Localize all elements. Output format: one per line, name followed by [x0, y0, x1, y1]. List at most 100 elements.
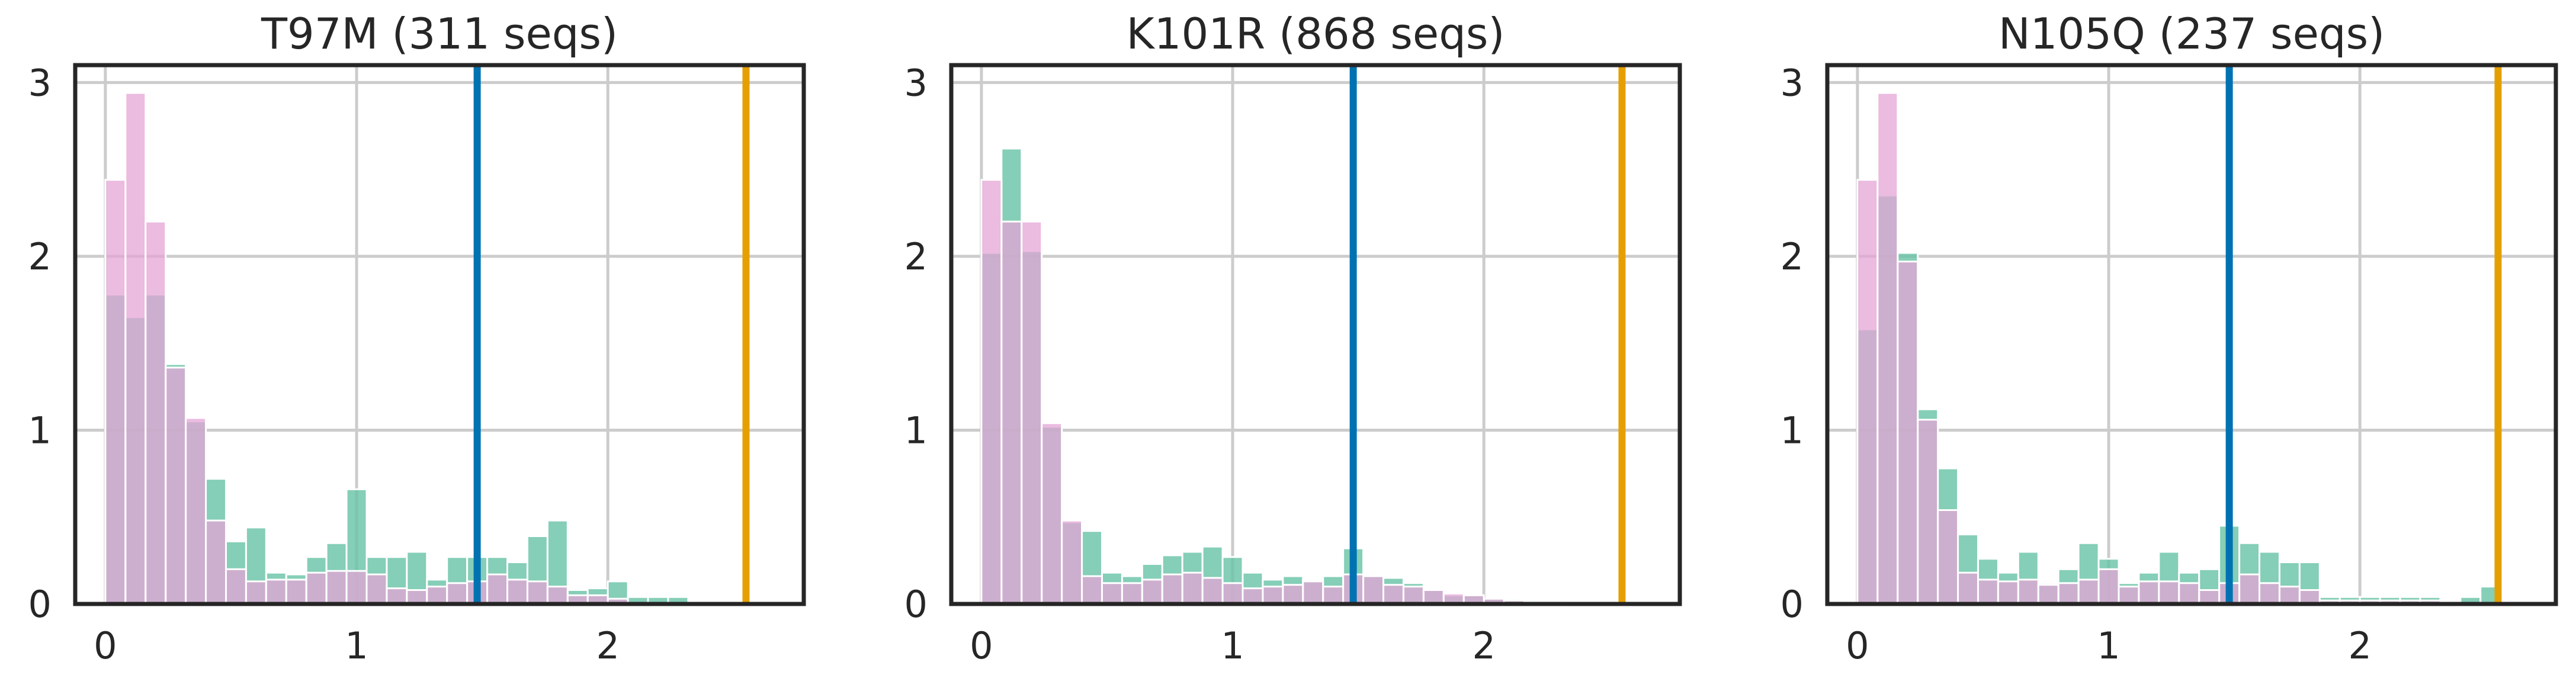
axes-frame — [73, 63, 806, 606]
histogram-bar — [104, 179, 127, 605]
y-tick-label: 1 — [1781, 409, 1804, 452]
histogram-bar — [1856, 179, 1879, 605]
histogram-bar — [1876, 92, 1899, 605]
histogram-bar — [506, 578, 528, 605]
panel-k101r: K101R (868 seqs) 0 1 2 0 1 2 3 — [904, 9, 1682, 667]
histogram-bar — [1041, 422, 1063, 605]
y-tick-label: 0 — [28, 583, 52, 626]
histogram-bar — [2017, 578, 2039, 605]
histogram-bar — [1937, 509, 1959, 605]
histogram-bar — [325, 570, 348, 605]
histogram-bar — [446, 582, 469, 605]
histogram-bar — [1021, 220, 1043, 605]
histogram-bar — [1957, 571, 1979, 605]
histogram-bar — [1997, 580, 2019, 605]
histogram-bar — [426, 586, 448, 605]
histogram-bar — [2278, 586, 2301, 605]
histogram-bar — [285, 578, 307, 605]
histogram-bar — [1322, 586, 1345, 605]
x-tick-label: 0 — [970, 624, 993, 667]
histogram-bar — [205, 519, 227, 605]
histogram-bar — [1101, 582, 1123, 605]
series-pink — [980, 179, 1566, 605]
histogram-bar — [1121, 582, 1143, 605]
x-tick-label: 0 — [1846, 624, 1869, 667]
y-tick-label: 0 — [904, 583, 928, 626]
histogram-bar — [1061, 519, 1083, 605]
histogram-bar — [1161, 573, 1183, 605]
x-tick-label: 1 — [345, 624, 368, 667]
histogram-bar — [1897, 261, 1919, 605]
histogram-bar — [1422, 589, 1445, 605]
histogram-bar — [185, 417, 207, 605]
histogram-bar — [1917, 419, 1939, 605]
histogram-bar — [365, 573, 388, 605]
x-tick-label: 0 — [94, 624, 117, 667]
histogram-bar — [406, 589, 428, 605]
axes-frame — [1825, 63, 2558, 606]
histogram-bar — [2077, 578, 2100, 605]
histogram-bar — [2298, 589, 2321, 605]
histogram-bar — [386, 587, 408, 605]
x-tick-label: 2 — [596, 624, 619, 667]
series-pink — [1856, 92, 2442, 605]
axes-frame — [949, 63, 1682, 606]
panel-t97m: T97M (311 seqs) 0 1 2 0 1 2 3 — [28, 9, 806, 667]
histogram-bar — [2158, 580, 2180, 605]
histogram-bar — [345, 570, 368, 605]
histogram-bar — [1402, 586, 1425, 605]
histogram-bar — [2118, 586, 2140, 605]
histogram-bar — [980, 179, 1003, 605]
y-tick-label: 3 — [1781, 61, 1804, 104]
histogram-bar — [526, 580, 548, 605]
histogram-bar — [1201, 577, 1224, 605]
y-tick-label: 0 — [1781, 583, 1804, 626]
x-tick-label: 2 — [2348, 624, 2371, 667]
histogram-bar — [2037, 584, 2059, 605]
panel-n105q: N105Q (237 seqs) 0 1 2 0 1 2 3 — [1781, 9, 2558, 667]
histogram-bar — [2259, 582, 2280, 605]
histogram-bar — [2097, 568, 2120, 605]
histogram-bar — [1382, 584, 1404, 605]
panel-title: K101R (868 seqs) — [1126, 9, 1504, 59]
histogram-bar — [305, 571, 328, 605]
histogram-bar — [165, 367, 187, 605]
y-tick-label: 2 — [1781, 235, 1804, 278]
histogram-bar — [1262, 586, 1284, 605]
histogram-bar — [265, 578, 287, 605]
x-tick-label: 1 — [1221, 624, 1244, 667]
histogram-bar — [1242, 587, 1264, 605]
histogram-bar — [2238, 573, 2261, 605]
histogram-bar — [1000, 220, 1023, 605]
histogram-bar — [1362, 575, 1385, 605]
histogram-bar — [1221, 582, 1244, 605]
histogram-bar — [2198, 589, 2221, 605]
histogram-bar — [1141, 578, 1163, 605]
histogram-bar — [2138, 580, 2160, 605]
series-pink — [104, 92, 629, 605]
histogram-bar — [1181, 571, 1204, 605]
x-tick-label: 1 — [2097, 624, 2120, 667]
y-tick-label: 1 — [28, 409, 52, 452]
histogram-bar — [486, 573, 509, 605]
histogram-bar — [1302, 580, 1324, 605]
histogram-bar — [546, 586, 569, 605]
histogram-bar — [245, 580, 267, 605]
y-tick-label: 3 — [904, 61, 928, 104]
y-tick-label: 3 — [28, 61, 52, 104]
y-tick-label: 2 — [904, 235, 928, 278]
histogram-bar — [145, 220, 167, 605]
histogram-bar — [1282, 584, 1304, 605]
histogram-bar — [2057, 582, 2080, 605]
histogram-bar — [224, 568, 247, 605]
histogram-bar — [2178, 582, 2200, 605]
y-tick-label: 1 — [904, 409, 928, 452]
x-tick-label: 2 — [1472, 624, 1495, 667]
histogram-bar — [1081, 575, 1103, 605]
histogram-bar — [1977, 578, 1999, 605]
y-tick-label: 2 — [28, 235, 52, 278]
panel-title: N105Q (237 seqs) — [1998, 9, 2385, 59]
panel-title: T97M (311 seqs) — [261, 9, 618, 59]
histogram-bar — [124, 92, 147, 605]
